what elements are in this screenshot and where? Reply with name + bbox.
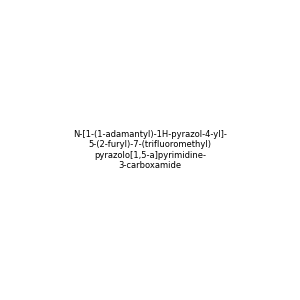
Text: N-[1-(1-adamantyl)-1H-pyrazol-4-yl]-
5-(2-furyl)-7-(trifluoromethyl)
pyrazolo[1,: N-[1-(1-adamantyl)-1H-pyrazol-4-yl]- 5-(… [73, 130, 227, 170]
